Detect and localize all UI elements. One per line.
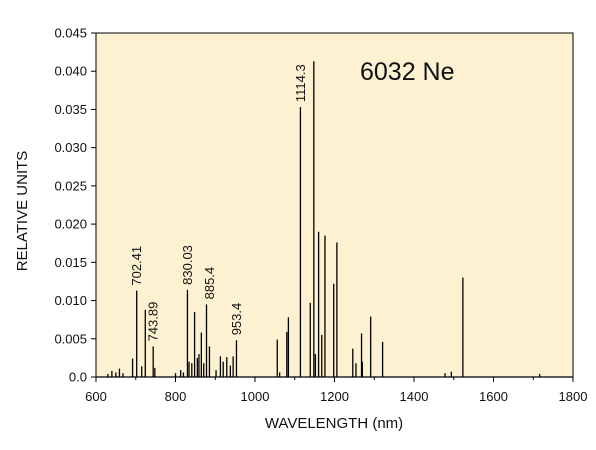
- x-tick-label: 1400: [400, 389, 429, 404]
- y-tick-label: 0.030: [54, 140, 87, 155]
- y-tick-label: 0.035: [54, 102, 87, 117]
- x-tick-label: 800: [165, 389, 187, 404]
- peak-label: 830.03: [180, 245, 195, 285]
- y-tick-label: 0.040: [54, 64, 87, 79]
- peak-label: 702.41: [129, 246, 144, 286]
- x-tick-label: 1200: [320, 389, 349, 404]
- x-tick-label: 1600: [479, 389, 508, 404]
- y-tick-label: 0.045: [54, 26, 87, 41]
- plot-background: [96, 33, 573, 377]
- chart-annotation: 6032 Ne: [360, 58, 455, 86]
- peak-label: 953.4: [229, 303, 244, 336]
- y-tick-label: 0.005: [54, 331, 87, 346]
- y-tick-label: 0.020: [54, 217, 87, 232]
- x-axis-title: WAVELENGTH (nm): [265, 415, 403, 432]
- y-tick-label: 0.015: [54, 255, 87, 270]
- x-tick-label: 1800: [559, 389, 588, 404]
- y-tick-label: 0.010: [54, 293, 87, 308]
- peak-label: 1114.3: [293, 64, 308, 102]
- peak-label: 885.4: [202, 267, 217, 300]
- peak-label: 743.89: [146, 302, 161, 342]
- x-tick-label: 1000: [241, 389, 270, 404]
- x-tick-label: 600: [85, 389, 107, 404]
- y-axis-title: RELATIVE UNITS: [14, 151, 31, 272]
- y-tick-label: 0.0: [69, 370, 87, 385]
- y-tick-label: 0.025: [54, 178, 87, 193]
